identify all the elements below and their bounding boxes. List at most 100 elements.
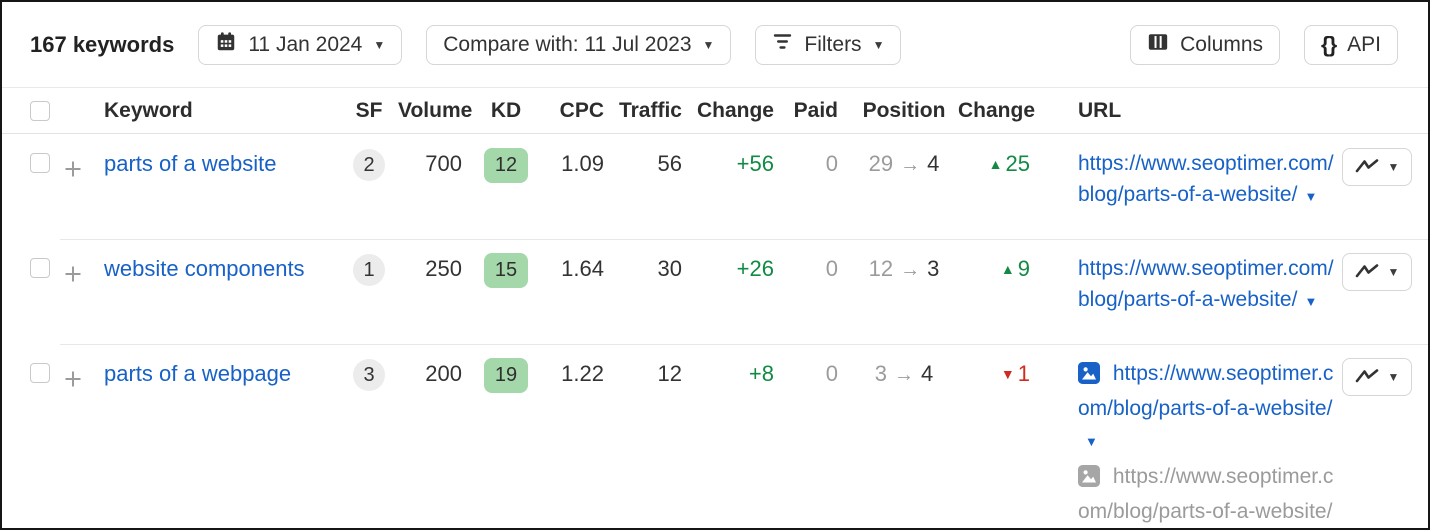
position-history-chart-button[interactable]: ▼ bbox=[1342, 148, 1412, 186]
image-result-icon bbox=[1078, 362, 1106, 389]
position-history-chart-button[interactable]: ▼ bbox=[1342, 253, 1412, 291]
keyword-link[interactable]: parts of a webpage bbox=[104, 361, 292, 386]
paid-value: 0 bbox=[825, 361, 838, 386]
position-change-value: 25 bbox=[1005, 151, 1030, 176]
header-position[interactable]: Position bbox=[862, 99, 946, 122]
select-all-checkbox[interactable] bbox=[30, 100, 50, 121]
header-url[interactable]: URL bbox=[1078, 99, 1122, 122]
api-label: API bbox=[1347, 32, 1381, 56]
add-keyword-icon[interactable] bbox=[64, 155, 82, 187]
url-entry: https://www.seoptimer.com/blog/parts-of-… bbox=[1078, 358, 1342, 457]
position-current: 4 bbox=[921, 361, 934, 386]
chevron-down-icon: ▼ bbox=[872, 37, 885, 52]
table-header: Keyword SF Volume KD CPC Traffic Change … bbox=[2, 88, 1428, 134]
date-picker-button[interactable]: 11 Jan 2024 ▼ bbox=[198, 24, 403, 65]
kd-badge: 12 bbox=[484, 148, 528, 183]
header-traffic-change[interactable]: Change bbox=[696, 99, 774, 122]
position-cell: 3 → 4 bbox=[850, 358, 958, 528]
line-chart-icon bbox=[1355, 263, 1379, 282]
add-keyword-icon[interactable] bbox=[64, 365, 82, 397]
position-cell: 12 → 3 bbox=[850, 253, 958, 344]
change-direction-icon: ▲ bbox=[988, 156, 1003, 172]
row-checkbox[interactable] bbox=[30, 258, 50, 278]
chevron-down-icon: ▼ bbox=[1387, 160, 1400, 174]
cpc-value: 1.22 bbox=[561, 361, 604, 386]
cpc-value: 1.64 bbox=[561, 256, 604, 281]
position-change-value: 1 bbox=[1017, 361, 1030, 386]
chevron-down-icon: ▼ bbox=[373, 37, 386, 52]
position-change-cell: ▲ 25 bbox=[958, 148, 1042, 239]
compare-with-label: Compare with: 11 Jul 2023 bbox=[443, 32, 692, 56]
image-result-icon bbox=[1078, 465, 1106, 492]
arrow-right-icon: → bbox=[900, 259, 921, 281]
kd-badge: 15 bbox=[484, 253, 528, 288]
line-chart-icon bbox=[1355, 368, 1379, 387]
line-chart-icon bbox=[1355, 158, 1379, 177]
position-cell: 29 → 4 bbox=[850, 148, 958, 239]
url-link[interactable]: https://www.seoptimer.com/blog/parts-of-… bbox=[1078, 257, 1334, 311]
position-previous: 3 bbox=[874, 361, 887, 386]
url-link[interactable]: https://www.seoptimer.com/blog/parts-of-… bbox=[1078, 362, 1334, 420]
url-expand-caret[interactable]: ▼ bbox=[1085, 434, 1098, 449]
calendar-icon bbox=[215, 31, 237, 59]
position-previous: 29 bbox=[868, 151, 894, 176]
url-cell: https://www.seoptimer.com/blog/parts-of-… bbox=[1042, 148, 1342, 239]
paid-value: 0 bbox=[825, 151, 838, 176]
arrow-right-icon: → bbox=[900, 154, 921, 176]
kd-badge: 19 bbox=[484, 358, 528, 393]
header-keyword[interactable]: Keyword bbox=[104, 99, 193, 122]
keyword-link[interactable]: website components bbox=[104, 256, 305, 281]
toolbar: 167 keywords 11 Jan 2024 ▼ Compare bbox=[2, 2, 1428, 88]
traffic-value: 12 bbox=[657, 361, 682, 386]
keyword-link[interactable]: parts of a website bbox=[104, 151, 277, 176]
serp-features-badge: 1 bbox=[353, 254, 385, 286]
url-link[interactable]: https://www.seoptimer.com/blog/parts-of-… bbox=[1078, 465, 1334, 523]
table-row: parts of a webpage 3 200 19 1.22 12 +8 0… bbox=[2, 344, 1428, 528]
url-entry: https://www.seoptimer.com/blog/parts-of-… bbox=[1078, 461, 1342, 528]
traffic-value: 56 bbox=[657, 151, 682, 176]
position-history-chart-button[interactable]: ▼ bbox=[1342, 358, 1412, 396]
header-volume[interactable]: Volume bbox=[398, 99, 473, 122]
url-expand-caret[interactable]: ▼ bbox=[1304, 294, 1318, 309]
add-keyword-icon[interactable] bbox=[64, 260, 82, 292]
columns-label: Columns bbox=[1180, 32, 1264, 56]
header-kd[interactable]: KD bbox=[490, 99, 522, 122]
traffic-change-value: +56 bbox=[736, 151, 774, 176]
header-position-change[interactable]: Change bbox=[958, 99, 1036, 122]
api-button[interactable]: {} API bbox=[1304, 24, 1398, 65]
position-current: 4 bbox=[927, 151, 940, 176]
traffic-change-value: +8 bbox=[748, 361, 774, 386]
url-expand-caret[interactable]: ▼ bbox=[1304, 189, 1318, 204]
position-change-value: 9 bbox=[1017, 256, 1030, 281]
serp-features-badge: 2 bbox=[353, 149, 385, 181]
traffic-value: 30 bbox=[657, 256, 682, 281]
arrow-right-icon: → bbox=[894, 364, 914, 386]
header-paid[interactable]: Paid bbox=[793, 99, 838, 122]
filters-button[interactable]: Filters ▼ bbox=[755, 24, 902, 65]
row-checkbox[interactable] bbox=[30, 153, 50, 173]
change-direction-icon: ▲ bbox=[1000, 261, 1015, 277]
braces-icon: {} bbox=[1321, 31, 1337, 57]
row-checkbox[interactable] bbox=[30, 363, 50, 383]
header-cpc[interactable]: CPC bbox=[559, 99, 604, 122]
url-link[interactable]: https://www.seoptimer.com/blog/parts-of-… bbox=[1078, 152, 1334, 206]
position-current: 3 bbox=[927, 256, 940, 281]
traffic-change-value: +26 bbox=[736, 256, 774, 281]
header-sf[interactable]: SF bbox=[355, 99, 383, 122]
chevron-down-icon: ▼ bbox=[702, 37, 715, 52]
columns-button[interactable]: Columns bbox=[1130, 24, 1281, 65]
compare-with-button[interactable]: Compare with: 11 Jul 2023 ▼ bbox=[426, 24, 732, 65]
filters-label: Filters bbox=[804, 32, 862, 56]
table-row: website components 1 250 15 1.64 30 +26 … bbox=[2, 239, 1428, 344]
volume-value: 200 bbox=[425, 361, 462, 386]
serp-features-badge: 3 bbox=[353, 359, 385, 391]
url-cell: https://www.seoptimer.com/blog/parts-of-… bbox=[1042, 358, 1342, 528]
position-change-cell: ▲ 9 bbox=[958, 253, 1042, 344]
header-traffic[interactable]: Traffic bbox=[618, 99, 682, 122]
url-cell: https://www.seoptimer.com/blog/parts-of-… bbox=[1042, 253, 1342, 344]
columns-icon bbox=[1147, 31, 1169, 59]
chevron-down-icon: ▼ bbox=[1387, 370, 1400, 384]
filter-icon bbox=[772, 31, 793, 58]
position-previous: 12 bbox=[868, 256, 894, 281]
